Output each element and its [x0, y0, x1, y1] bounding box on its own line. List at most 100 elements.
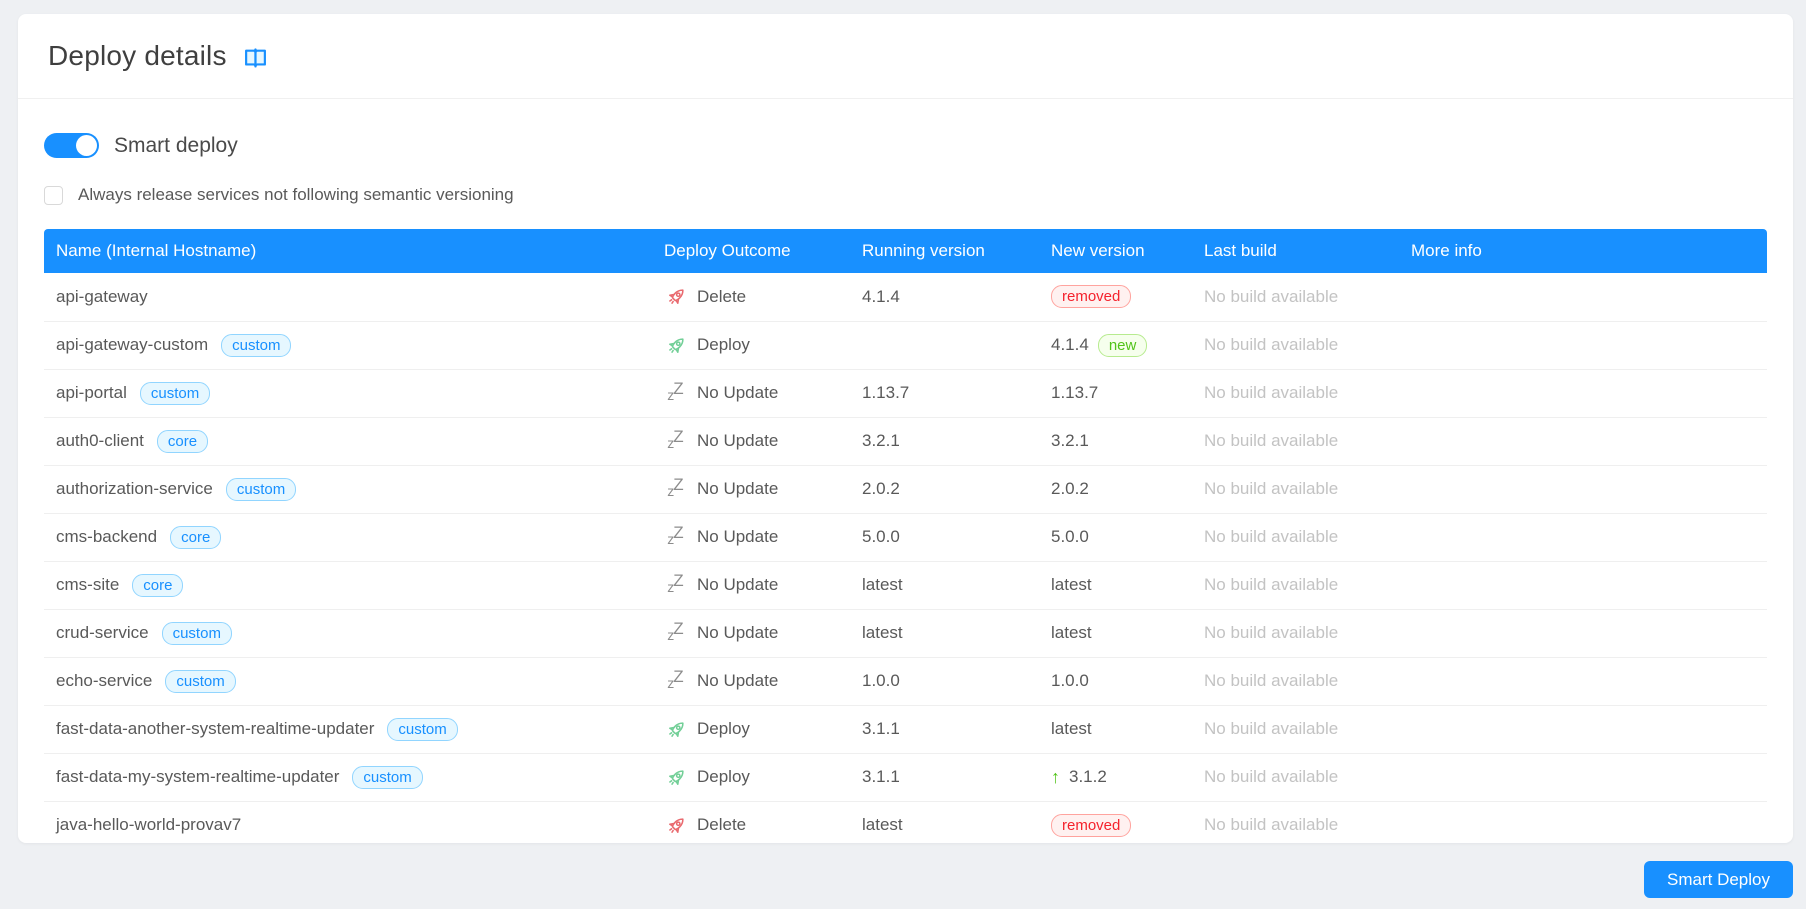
running-version: 2.0.2	[854, 465, 1043, 514]
deploy-details-card: Deploy details Smart deploy Always relea…	[18, 14, 1793, 843]
deploy-outcome-label: No Update	[697, 383, 779, 402]
new-version-tag: removed	[1051, 285, 1132, 309]
service-tag: custom	[161, 621, 232, 645]
service-tag: custom	[225, 477, 297, 501]
deploy-outcome-label: No Update	[697, 527, 779, 546]
service-name: api-gateway	[56, 286, 148, 306]
deploy-table: Name (Internal Hostname) Deploy Outcome …	[44, 229, 1767, 843]
last-build: No build available	[1196, 801, 1403, 843]
running-version: 3.1.1	[854, 753, 1043, 802]
card-body: Smart deploy Always release services not…	[18, 133, 1793, 843]
more-info	[1403, 417, 1767, 466]
rocket-icon	[664, 765, 688, 789]
new-version: latest	[1051, 575, 1092, 594]
more-info	[1403, 321, 1767, 370]
open-book-icon[interactable]	[243, 46, 268, 71]
more-info	[1403, 513, 1767, 562]
more-info	[1403, 657, 1767, 706]
last-build: No build available	[1196, 273, 1403, 322]
last-build: No build available	[1196, 657, 1403, 706]
service-name: fast-data-my-system-realtime-updater	[56, 767, 340, 786]
new-version: latest	[1051, 719, 1092, 738]
deploy-outcome-label: Deploy	[697, 767, 750, 786]
service-tag: custom	[221, 333, 292, 357]
running-version: 3.2.1	[854, 417, 1043, 466]
service-tag: custom	[165, 669, 236, 693]
table-row: api-gateway Delete 4.1.4 removed No buil…	[44, 273, 1767, 322]
deploy-outcome-label: No Update	[697, 575, 779, 594]
new-version: 5.0.0	[1051, 527, 1089, 546]
deploy-outcome-label: No Update	[697, 431, 779, 450]
service-name: authorization-service	[56, 479, 213, 498]
running-version: 1.0.0	[854, 657, 1043, 706]
new-version: 1.0.0	[1051, 671, 1089, 690]
running-version	[854, 321, 1043, 370]
new-version-tag: removed	[1051, 813, 1132, 837]
column-header-last-build: Last build	[1196, 229, 1403, 273]
service-name: api-gateway-custom	[56, 335, 209, 354]
last-build: No build available	[1196, 561, 1403, 610]
rocket-icon	[664, 717, 688, 741]
more-info	[1403, 369, 1767, 418]
rocket-icon	[664, 285, 688, 309]
deploy-table-wrap: Name (Internal Hostname) Deploy Outcome …	[44, 229, 1767, 843]
last-build: No build available	[1196, 609, 1403, 658]
table-row: fast-data-another-system-realtime-update…	[44, 705, 1767, 754]
service-name: fast-data-another-system-realtime-update…	[56, 719, 375, 738]
table-row: java-hello-world-provav7 Delete latest r…	[44, 801, 1767, 843]
service-name: cms-site	[56, 575, 120, 594]
running-version: 5.0.0	[854, 513, 1043, 562]
running-version: latest	[854, 609, 1043, 658]
last-build: No build available	[1196, 753, 1403, 802]
last-build: No build available	[1196, 417, 1403, 466]
rocket-icon	[664, 333, 688, 357]
last-build: No build available	[1196, 369, 1403, 418]
more-info	[1403, 705, 1767, 754]
last-build: No build available	[1196, 465, 1403, 514]
service-name: cms-backend	[56, 527, 158, 546]
service-tag: custom	[139, 381, 211, 405]
smart-deploy-toggle-label: Smart deploy	[114, 133, 238, 157]
semver-checkbox[interactable]	[44, 185, 63, 205]
service-name: auth0-client	[56, 431, 144, 450]
new-version: 4.1.4	[1051, 335, 1089, 354]
rocket-icon	[664, 813, 688, 837]
more-info	[1403, 561, 1767, 610]
smart-deploy-button[interactable]: Smart Deploy	[1644, 861, 1793, 898]
column-header-deploy-outcome: Deploy Outcome	[656, 229, 854, 273]
toggle-knob	[76, 135, 97, 156]
new-version: 3.2.1	[1051, 431, 1089, 450]
more-info	[1403, 465, 1767, 514]
deploy-outcome-label: No Update	[697, 479, 779, 498]
more-info	[1403, 609, 1767, 658]
semver-checkbox-label: Always release services not following se…	[78, 185, 514, 204]
new-version: 2.0.2	[1051, 479, 1089, 498]
service-name: crud-service	[56, 623, 149, 642]
more-info	[1403, 801, 1767, 843]
smart-deploy-toggle-row: Smart deploy	[44, 133, 1767, 158]
running-version: 1.13.7	[854, 369, 1043, 418]
service-name: api-portal	[56, 383, 127, 402]
smart-deploy-toggle[interactable]	[44, 133, 99, 158]
service-tag: core	[132, 573, 184, 597]
running-version: latest	[854, 561, 1043, 610]
table-row: api-gateway-custom custom Deploy 4.1.4 n…	[44, 321, 1767, 370]
service-tag: custom	[387, 717, 458, 741]
more-info	[1403, 753, 1767, 802]
deploy-outcome-label: Delete	[697, 286, 747, 306]
table-row: fast-data-my-system-realtime-updater cus…	[44, 753, 1767, 802]
running-version: 3.1.1	[854, 705, 1043, 754]
